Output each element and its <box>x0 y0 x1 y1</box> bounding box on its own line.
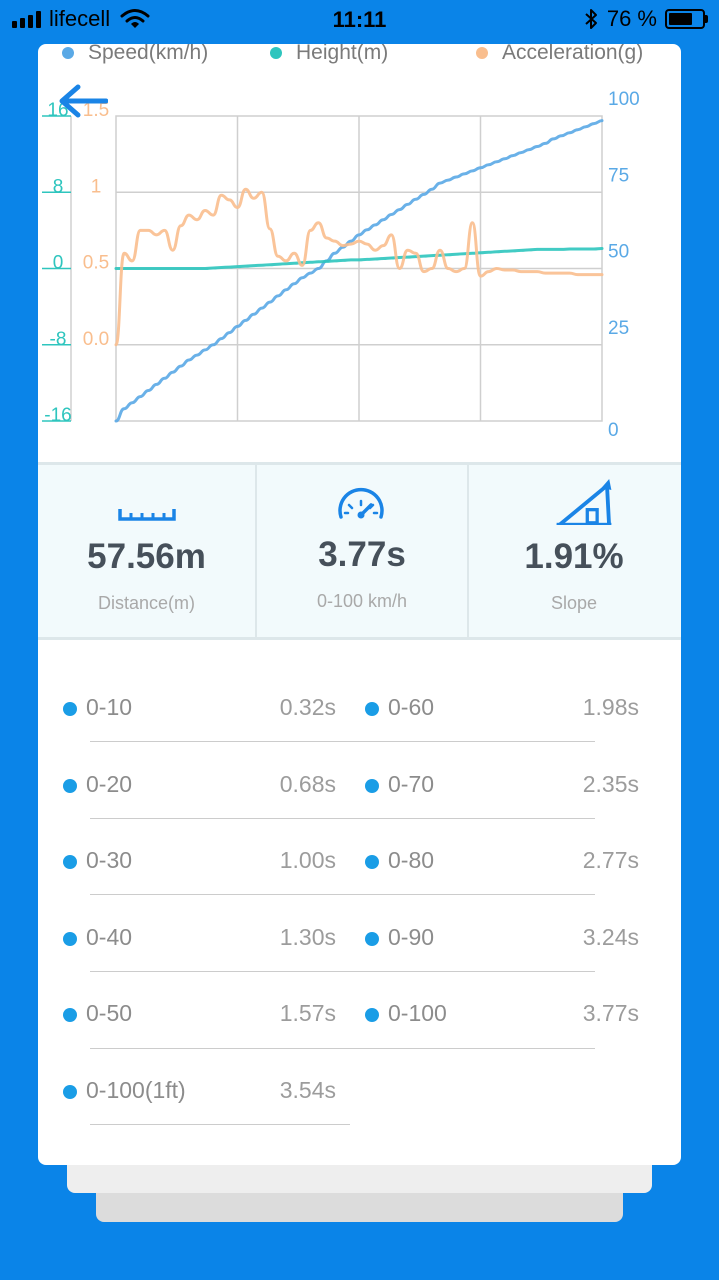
speed-series-line <box>114 119 604 423</box>
bullet-icon <box>63 855 77 869</box>
split-time: 2.77s <box>582 847 639 873</box>
bluetooth-icon <box>585 9 597 29</box>
speed-tick-label: 50 <box>608 242 629 263</box>
split-range: 0-60 <box>388 694 435 720</box>
row-divider <box>90 818 595 819</box>
carrier-name: lifecell <box>49 6 111 31</box>
stat-slope: 1.91% Slope <box>469 465 679 637</box>
speed-tick-label: 25 <box>608 318 629 339</box>
stats-panel: 57.56m Distance(m) 3.77s 0-100 km/h 1.91… <box>38 462 681 640</box>
split-range: 0-40 <box>86 924 133 950</box>
bullet-icon <box>365 702 379 716</box>
signal-icon <box>12 10 41 28</box>
legend-height-label: Height(m) <box>296 44 389 64</box>
split-time: 2.35s <box>582 771 639 797</box>
legend-acceleration-dot <box>476 47 488 59</box>
split-range: 0-100 <box>388 1000 447 1026</box>
height-tick-label: 0 <box>53 253 64 274</box>
bullet-icon <box>365 855 379 869</box>
split-time: 1.00s <box>279 847 336 873</box>
row-divider <box>90 1124 350 1125</box>
row-divider <box>90 971 595 972</box>
split-range: 0-100(1ft) <box>86 1077 186 1103</box>
status-right: 76 % <box>583 6 708 32</box>
split-time: 3.77s <box>582 1000 639 1026</box>
split-range: 0-70 <box>388 771 435 797</box>
back-arrow-icon[interactable] <box>56 84 108 118</box>
height-tick-label: 8 <box>53 176 64 197</box>
row-divider <box>90 741 595 742</box>
ruler-icon <box>118 509 176 521</box>
row-divider <box>90 1048 595 1049</box>
height-tick-label: -8 <box>50 329 67 350</box>
chart-legend: Speed(km/h) Height(m) Acceleration(g) <box>38 44 681 64</box>
legend-height-dot <box>270 47 282 59</box>
bullet-icon <box>365 1008 379 1022</box>
speed-tick-label: 100 <box>608 89 640 110</box>
bullet-icon <box>63 779 77 793</box>
slope-value: 1.91% <box>524 537 624 576</box>
stat-divider <box>255 465 257 637</box>
split-range: 0-80 <box>388 847 435 873</box>
distance-value: 57.56m <box>87 537 206 576</box>
wifi-icon <box>120 9 150 28</box>
status-bar: lifecell 11:11 76 % <box>0 0 719 40</box>
acceleration-tick-label: 0.5 <box>83 253 109 274</box>
legend-speed: Speed(km/h) <box>62 44 208 65</box>
height-tick-label: -16 <box>44 405 71 426</box>
bullet-icon <box>63 1085 77 1099</box>
split-time: 3.24s <box>582 924 639 950</box>
row-divider <box>90 894 595 895</box>
split-time: 1.57s <box>279 1000 336 1026</box>
bullet-icon <box>63 702 77 716</box>
legend-speed-dot <box>62 47 74 59</box>
acceleration-tick-label: 0.0 <box>83 329 109 350</box>
distance-label: Distance(m) <box>97 593 195 613</box>
speed-tick-label: 0 <box>608 420 619 441</box>
split-range: 0-50 <box>86 1000 133 1026</box>
bullet-icon <box>63 932 77 946</box>
speed-tick-label: 75 <box>608 165 629 186</box>
slope-icon <box>556 479 612 525</box>
speedometer-icon <box>338 487 384 519</box>
legend-acceleration-label: Acceleration(g) <box>502 44 644 64</box>
acceleration-tick-label: 1 <box>91 176 102 197</box>
split-time: 1.30s <box>279 924 336 950</box>
split-range: 0-10 <box>86 694 133 720</box>
stat-divider <box>467 465 469 637</box>
height-series-line <box>114 247 604 270</box>
status-left: lifecell <box>12 6 150 32</box>
legend-acceleration: Acceleration(g) <box>476 44 643 65</box>
split-time: 3.54s <box>279 1077 336 1103</box>
split-range: 0-90 <box>388 924 435 950</box>
acceleration-time-value: 3.77s <box>318 535 406 574</box>
stat-distance: 57.56m Distance(m) <box>38 465 255 637</box>
acceleration-series-line <box>114 187 604 347</box>
legend-height: Height(m) <box>270 44 388 65</box>
bullet-icon <box>365 779 379 793</box>
split-time: 1.98s <box>582 694 639 720</box>
bullet-icon <box>365 932 379 946</box>
battery-percent: 76 % <box>606 6 657 31</box>
status-time: 11:11 <box>332 7 387 32</box>
split-time: 0.68s <box>279 771 336 797</box>
split-range: 0-30 <box>86 847 133 873</box>
bullet-icon <box>63 1008 77 1022</box>
battery-icon <box>665 9 708 29</box>
acceleration-tick-label: 1.5 <box>83 100 109 121</box>
stat-acceleration-time: 3.77s 0-100 km/h <box>257 465 467 637</box>
split-time: 0.32s <box>279 694 336 720</box>
acceleration-time-label: 0-100 km/h <box>316 591 408 611</box>
split-range: 0-20 <box>86 771 133 797</box>
result-card: Speed(km/h) Height(m) Acceleration(g) 16… <box>38 44 681 1165</box>
slope-label: Slope <box>550 593 598 613</box>
legend-speed-label: Speed(km/h) <box>88 44 209 64</box>
